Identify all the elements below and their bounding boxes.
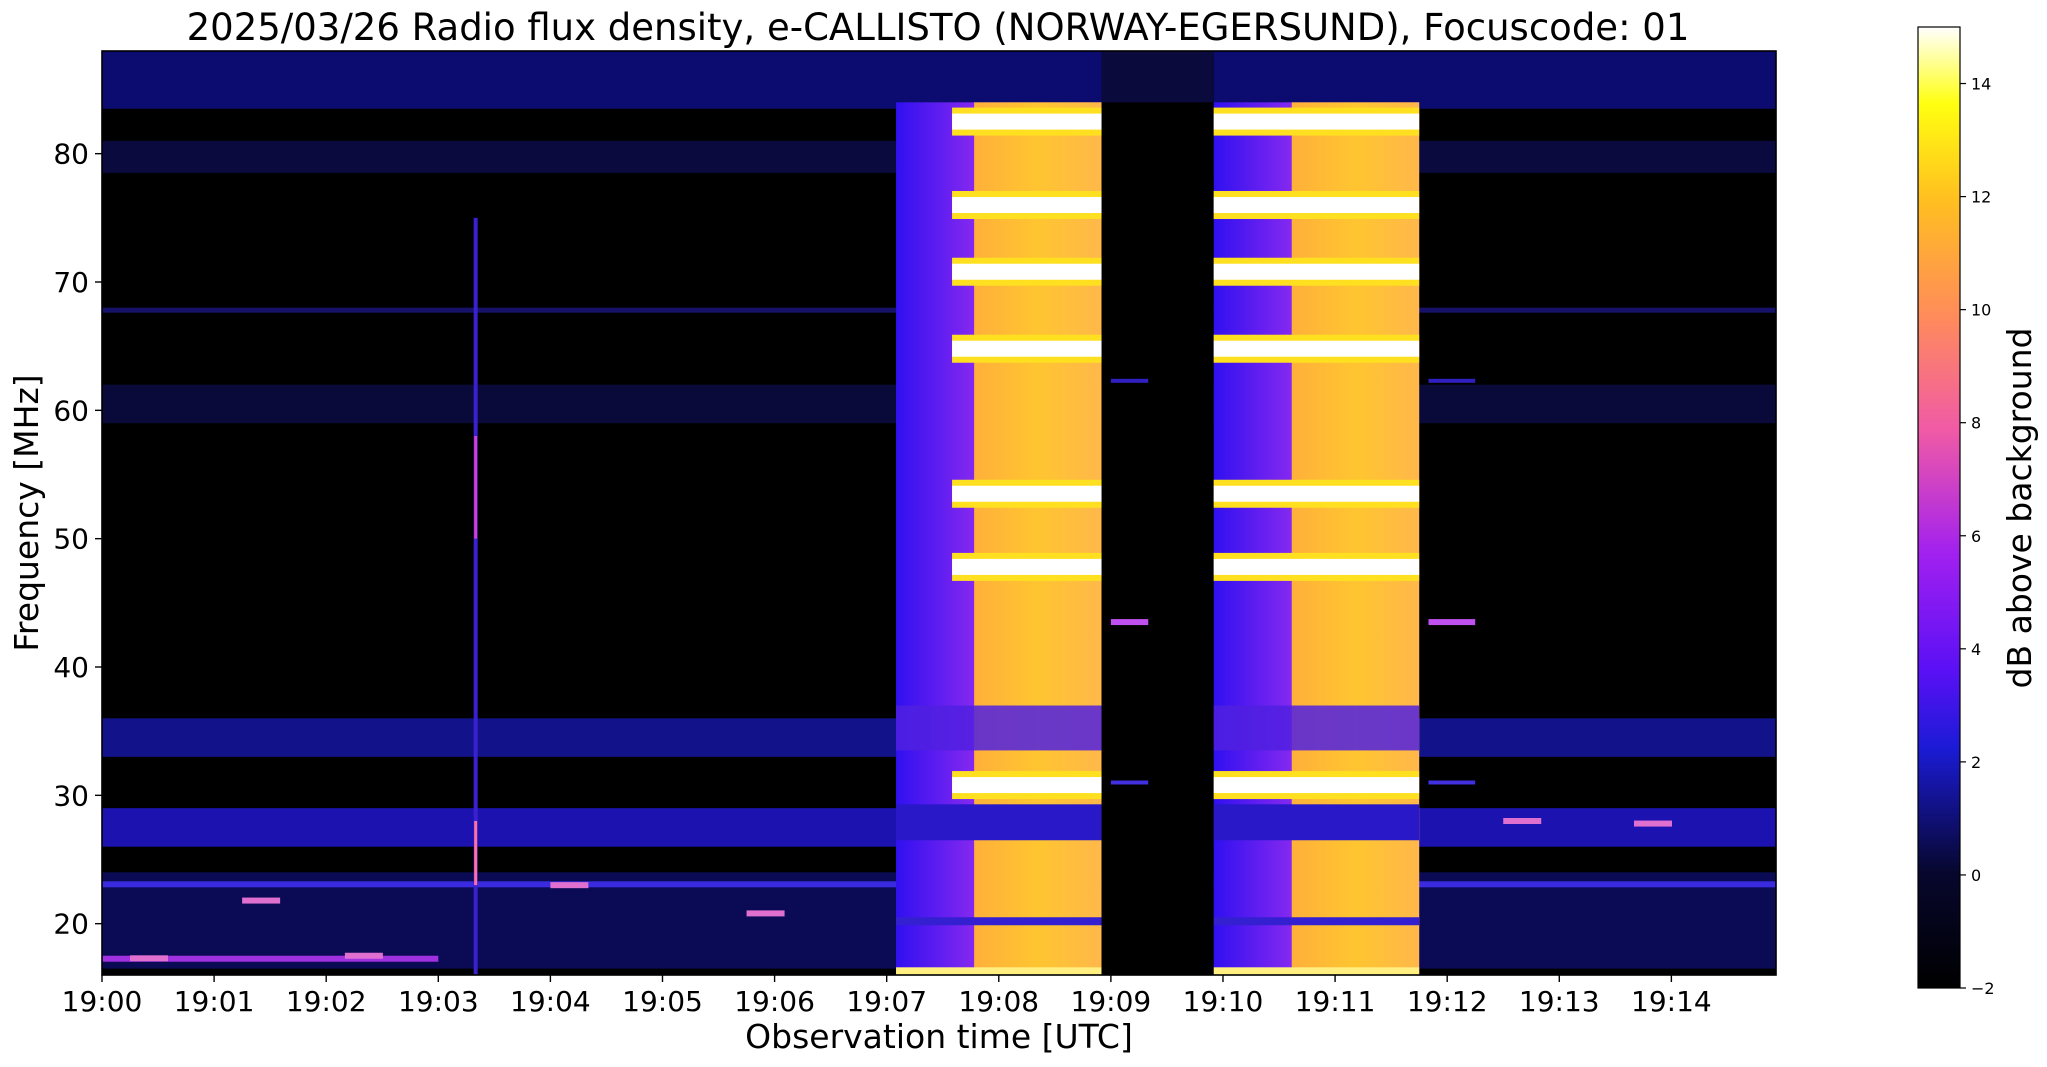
burst-gap-band: [1101, 51, 1214, 103]
emission-speck: [1503, 818, 1542, 824]
y-axis-label: Frequency [MHz]: [7, 374, 46, 651]
x-tick-label: 19:11: [1295, 985, 1376, 1018]
marker-line: [1110, 619, 1149, 626]
emission-speck: [746, 910, 785, 917]
burst-band: [896, 804, 1102, 841]
y-tick-label: 40: [53, 651, 89, 684]
emission-speck: [1634, 820, 1673, 827]
burst-band: [1213, 804, 1420, 841]
plot-area: [101, 50, 1777, 976]
x-tick-label: 19:05: [622, 985, 703, 1018]
marker-line: [1428, 619, 1476, 626]
y-tick-label: 70: [53, 266, 89, 299]
burst-band: [896, 917, 1102, 926]
vertical-spike-core: [474, 821, 478, 886]
plot-frame: [101, 50, 1777, 976]
y-tick-label: 50: [53, 523, 89, 556]
y-tick-label: 80: [53, 138, 89, 171]
x-axis-label: Observation time [UTC]: [745, 1017, 1133, 1056]
y-tick-label: 30: [53, 779, 89, 812]
colorbar-tick-label: −2: [1971, 979, 1995, 998]
y-tick-label: 20: [53, 908, 89, 941]
x-tick-label: 19:07: [846, 985, 927, 1018]
colorbar-tick-label: 12: [1971, 188, 1991, 207]
burst-band: [1213, 917, 1420, 926]
background-line: [102, 955, 439, 962]
burst-band: [896, 967, 1102, 975]
x-tick-label: 19:09: [1071, 985, 1152, 1018]
emission-speck: [242, 897, 281, 904]
burst-core: [974, 102, 1102, 976]
emission-speck: [130, 955, 169, 962]
emission-speck: [550, 882, 589, 889]
colorbar-label: dB above background: [2000, 328, 2039, 689]
colorbar-tick-label: 4: [1971, 640, 1981, 659]
chart-title: 2025/03/26 Radio flux density, e-CALLIST…: [187, 6, 1690, 49]
burst-band: [1213, 705, 1420, 751]
colorbar-tick-label: 14: [1971, 75, 1991, 94]
x-tick-label: 19:01: [174, 985, 255, 1018]
colorbar-tick-label: 0: [1971, 866, 1981, 885]
x-tick-label: 19:03: [398, 985, 479, 1018]
colorbar: −2 0 2 4 6 8 10 12 14 dB above background: [1917, 26, 2039, 998]
vertical-spike-core: [474, 436, 478, 539]
x-tick-label: 19:10: [1183, 985, 1264, 1018]
burst-band: [1213, 967, 1420, 975]
colorbar-ticks: −2 0 2 4 6 8 10 12 14: [1960, 75, 1995, 998]
y-tick-label: 60: [53, 394, 89, 427]
x-tick-label: 19:13: [1519, 985, 1600, 1018]
x-tick-label: 19:14: [1631, 985, 1712, 1018]
marker-line: [1428, 780, 1476, 785]
x-tick-label: 19:08: [958, 985, 1039, 1018]
x-axis-ticks: 19:00 19:01 19:02 19:03 19:04 19:05 19:06 19:07…: [62, 975, 1712, 1018]
marker-line: [1428, 378, 1476, 383]
x-tick-label: 19:00: [62, 985, 143, 1018]
emission-speck: [344, 952, 383, 959]
colorbar-tick-label: 10: [1971, 301, 1991, 320]
vertical-spike: [473, 217, 478, 976]
colorbar-tick-label: 2: [1971, 753, 1981, 772]
background-band: [102, 51, 1776, 109]
colorbar-tick-label: 8: [1971, 414, 1981, 433]
spectrogram-features: [102, 51, 1776, 976]
x-tick-label: 19:12: [1407, 985, 1488, 1018]
x-tick-label: 19:02: [286, 985, 367, 1018]
burst-band: [896, 705, 1102, 751]
colorbar-gradient: [1917, 26, 1961, 989]
x-tick-label: 19:06: [734, 985, 815, 1018]
y-axis-ticks: 20 30 40 50 60 70 80: [53, 138, 102, 941]
marker-line: [1110, 378, 1149, 383]
x-tick-label: 19:04: [510, 985, 591, 1018]
marker-line: [1110, 780, 1149, 785]
burst-core: [1291, 102, 1420, 976]
colorbar-tick-label: 6: [1971, 527, 1981, 546]
burst-gap: [1101, 51, 1214, 975]
